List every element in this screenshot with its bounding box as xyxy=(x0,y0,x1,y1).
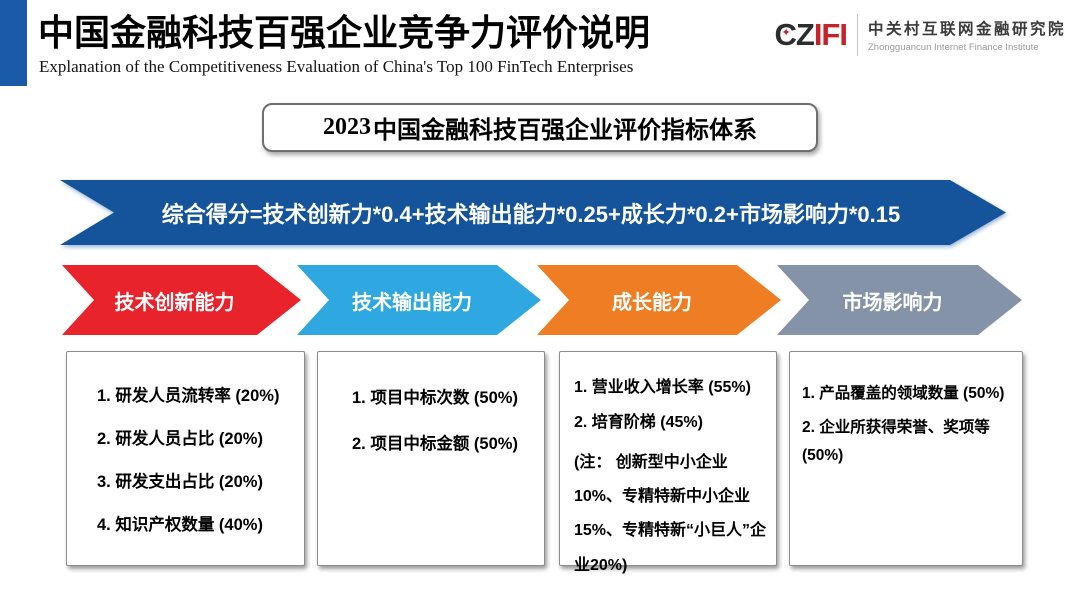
institute-name-cn: 中关村互联网金融研究院 xyxy=(867,21,1066,38)
arrow-growth: 成长能力 xyxy=(537,265,781,335)
czifi-logo-icon: ✦ CZIFI xyxy=(774,17,848,53)
arrow-label: 技术输出能力 xyxy=(352,291,472,314)
indicator-item: 4. 知识产权数量 (40%) xyxy=(97,516,263,534)
indicator-item: 3. 研发支出占比 (20%) xyxy=(97,473,263,491)
arrow-market-influence: 市场影响力 xyxy=(777,265,1022,335)
indicator-item: 1. 项目中标次数 (50%) xyxy=(352,389,518,407)
indicator-item: 2. 项目中标金额 (50%) xyxy=(352,435,518,453)
institute-name-en: Zhongguancun Internet Finance Institute xyxy=(867,42,1039,53)
indicator-box-growth: 1. 营业收入增长率 (55%) 2. 培育阶梯 (45%) (注： 创新型中小… xyxy=(559,351,777,574)
arrow-label: 技术创新能力 xyxy=(114,291,235,314)
indicator-item: 1. 产品覆盖的领域数量 (50%) xyxy=(802,385,1005,402)
institute-logo: ✦ CZIFI 中关村互联网金融研究院 Zhongguancun Interne… xyxy=(774,14,1066,56)
formula-text: 综合得分=技术创新力*0.4+技术输出能力*0.25+成长力*0.2+市场影响力… xyxy=(161,201,901,227)
compass-icon: ✦ xyxy=(781,27,790,39)
indicator-item: 2. 研发人员占比 (20%) xyxy=(97,430,263,448)
logo-letters-ifi: IFI xyxy=(813,17,848,52)
page-title: 中国金融科技百强企业竞争力评价说明 xyxy=(38,12,651,53)
indicator-system-title: 2023 中国金融科技百强企业评价指标体系 xyxy=(262,103,818,152)
logo-letters-cz: CZ xyxy=(774,17,814,52)
institute-names: 中关村互联网金融研究院 Zhongguancun Internet Financ… xyxy=(868,17,1066,53)
formula-banner: 综合得分=技术创新力*0.4+技术输出能力*0.25+成长力*0.2+市场影响力… xyxy=(60,180,1006,245)
indicator-item: 1. 营业收入增长率 (55%) xyxy=(574,379,751,396)
indicator-item: 1. 研发人员流转率 (20%) xyxy=(97,387,280,405)
indicator-note: (注： 创新型中小企业10%、专精特新中小企业15%、专精特新“小巨人”企业20… xyxy=(574,453,767,574)
page-subtitle: Explanation of the Competitiveness Evalu… xyxy=(39,57,634,76)
system-title-text: 中国金融科技百强企业评价指标体系 xyxy=(373,117,757,144)
arrow-label: 市场影响力 xyxy=(842,291,943,314)
indicator-item: 2. 培育阶梯 (45%) xyxy=(574,413,703,431)
title-accent-bar xyxy=(0,0,27,86)
indicator-box-tech-innovation: 1. 研发人员流转率 (20%) 2. 研发人员占比 (20%) 3. 研发支出… xyxy=(66,351,305,566)
arrow-tech-output: 技术输出能力 xyxy=(297,265,541,335)
indicator-box-market-influence: 1. 产品覆盖的领域数量 (50%) 2. 企业所获得荣誉、奖项等 (50%) xyxy=(789,351,1023,566)
formula-banner-shape: 综合得分=技术创新力*0.4+技术输出能力*0.25+成长力*0.2+市场影响力… xyxy=(60,180,1006,245)
arrow-tech-innovation: 技术创新能力 xyxy=(62,265,301,335)
indicator-box-tech-output: 1. 项目中标次数 (50%) 2. 项目中标金额 (50%) xyxy=(317,351,545,566)
system-title-year: 2023 xyxy=(323,114,371,140)
logo-divider xyxy=(856,14,858,56)
arrow-label: 成长能力 xyxy=(612,291,692,314)
indicator-item: 2. 企业所获得荣誉、奖项等 (50%) xyxy=(802,418,990,464)
